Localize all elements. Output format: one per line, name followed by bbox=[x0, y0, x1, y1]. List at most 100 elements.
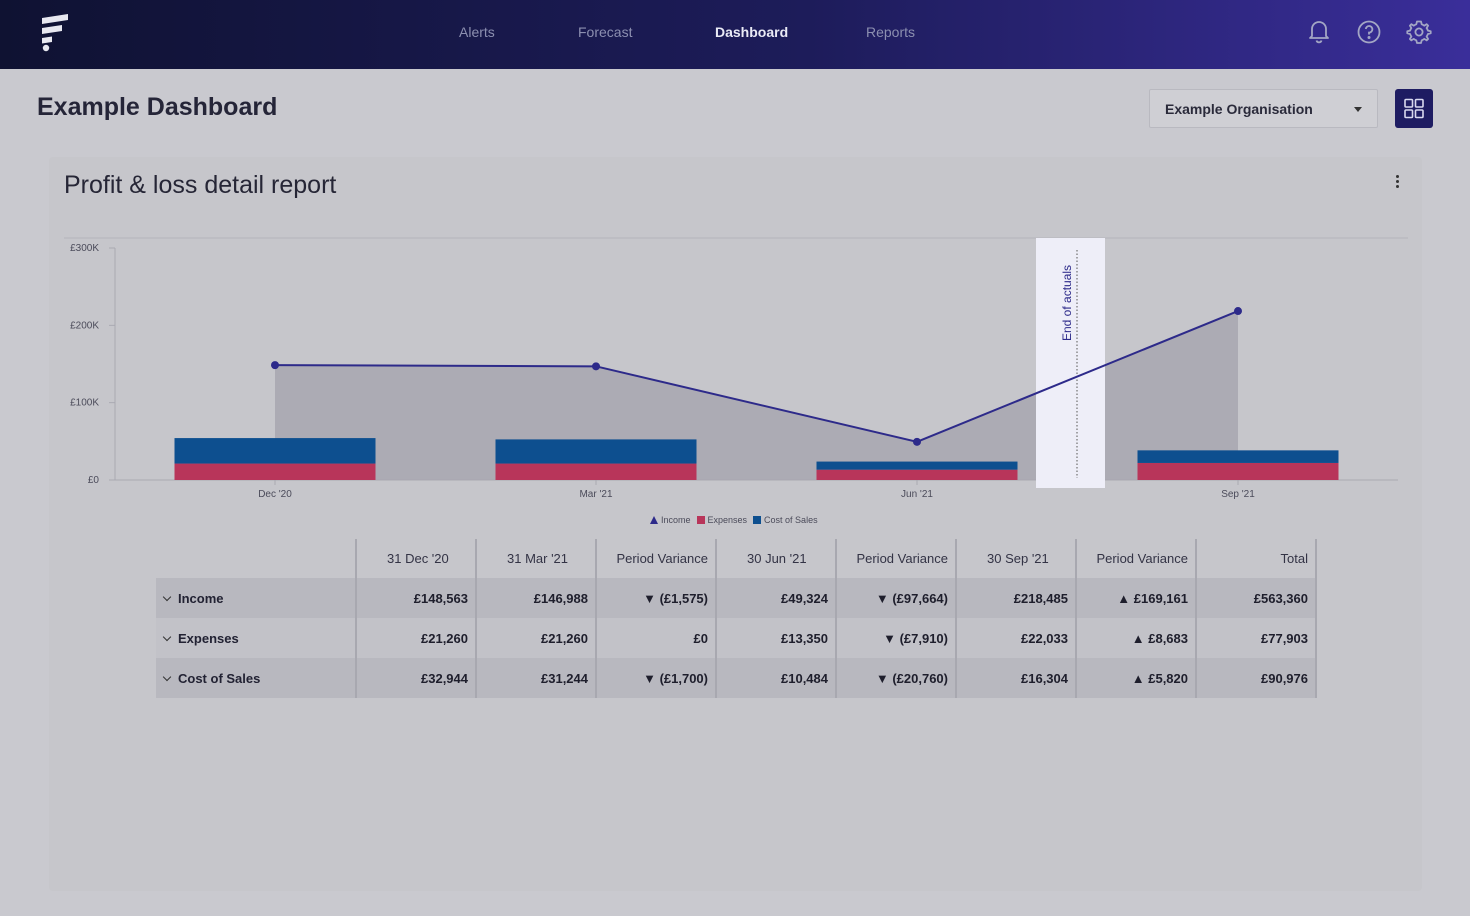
legend-label-income: Income bbox=[661, 515, 691, 525]
end-of-actuals-band bbox=[1036, 238, 1105, 488]
table-cell: £31,244 bbox=[475, 658, 596, 698]
bar-cost-of-sales-2[interactable] bbox=[816, 461, 1018, 470]
gear-icon[interactable] bbox=[1406, 18, 1432, 44]
table-cell: £146,988 bbox=[475, 578, 596, 618]
bar-expenses-1[interactable] bbox=[495, 463, 697, 480]
header-total[interactable]: Total bbox=[1195, 539, 1317, 578]
bar-expenses-2[interactable] bbox=[816, 469, 1018, 480]
bar-expenses-3[interactable] bbox=[1137, 462, 1339, 480]
x-tick-label: Dec '20 bbox=[258, 489, 292, 500]
y-tick-label: £100K bbox=[70, 398, 99, 409]
bell-icon[interactable] bbox=[1306, 18, 1332, 44]
nav-reports[interactable]: Reports bbox=[866, 24, 916, 40]
table-row-expenses[interactable]: Expenses £21,260 £21,260 £0 £13,350 ▼ (£7,910… bbox=[156, 618, 1317, 658]
bar-expenses-0[interactable] bbox=[174, 463, 376, 480]
header-30-sep-21[interactable]: 30 Sep '21 bbox=[955, 539, 1076, 578]
table-cell: £49,324 bbox=[715, 578, 836, 618]
table-cell: £10,484 bbox=[715, 658, 836, 698]
organisation-select-value: Example Organisation bbox=[1165, 101, 1313, 117]
header-31-dec-20[interactable]: 31 Dec '20 bbox=[355, 539, 476, 578]
table-cell: £90,976 bbox=[1195, 658, 1317, 698]
legend-swatch-cost-of-sales bbox=[753, 516, 762, 524]
row-label-cost-of-sales[interactable]: Cost of Sales bbox=[156, 658, 356, 698]
table-cell: ▼ (£7,910) bbox=[835, 618, 956, 658]
table-cell: ▼ (£97,664) bbox=[835, 578, 956, 618]
table-cell: £16,304 bbox=[955, 658, 1076, 698]
x-tick-label: Sep '21 bbox=[1221, 489, 1255, 500]
legend-label-cost-of-sales: Cost of Sales bbox=[764, 515, 818, 525]
page-title: Example Dashboard bbox=[37, 93, 278, 121]
chevron-down-icon[interactable] bbox=[162, 632, 172, 641]
more-options-icon[interactable] bbox=[1391, 173, 1403, 193]
row-label-text: Income bbox=[178, 590, 224, 606]
row-label-income[interactable]: Income bbox=[156, 578, 356, 618]
table-cell: £218,485 bbox=[955, 578, 1076, 618]
nav-forecast[interactable]: Forecast bbox=[578, 24, 633, 40]
income-point-3[interactable] bbox=[1234, 307, 1242, 316]
end-of-actuals-label: End of actuals bbox=[1060, 265, 1074, 341]
income-point-0[interactable] bbox=[271, 361, 279, 370]
card-title: Profit & loss detail report bbox=[64, 171, 337, 199]
table-cell: ▼ (£1,700) bbox=[595, 658, 716, 698]
table-cell: ▲ £8,683 bbox=[1075, 618, 1196, 658]
legend-label-expenses: Expenses bbox=[707, 515, 748, 525]
income-area bbox=[275, 311, 1238, 480]
table-cell: £32,944 bbox=[355, 658, 476, 698]
table-cell: £148,563 bbox=[355, 578, 476, 618]
nav-alerts[interactable]: Alerts bbox=[459, 24, 495, 40]
header-period-variance-1[interactable]: Period Variance bbox=[595, 539, 716, 578]
organisation-select[interactable]: Example Organisation bbox=[1149, 89, 1378, 128]
chevron-down-icon bbox=[1354, 107, 1362, 112]
table-cell: ▼ (£1,575) bbox=[595, 578, 716, 618]
header-31-mar-21[interactable]: 31 Mar '21 bbox=[475, 539, 596, 578]
profit-loss-chart: £0 £100K £200K £300K Dec '20 Mar '21 Jun '21 Se… bbox=[64, 237, 1408, 500]
table-row-cost-of-sales[interactable]: Cost of Sales £32,944 £31,244 ▼ (£1,700) £10… bbox=[156, 658, 1317, 698]
chevron-down-icon[interactable] bbox=[162, 592, 172, 601]
income-point-2[interactable] bbox=[913, 437, 921, 446]
grid-icon bbox=[1404, 98, 1424, 119]
chart-legend: Income Expenses Cost of Sales bbox=[650, 515, 818, 525]
table-cell: £563,360 bbox=[1195, 578, 1317, 618]
table-cell: £13,350 bbox=[715, 618, 836, 658]
bar-cost-of-sales-1[interactable] bbox=[495, 439, 697, 464]
header-period-variance-2[interactable]: Period Variance bbox=[835, 539, 956, 578]
table-cell: ▲ £5,820 bbox=[1075, 658, 1196, 698]
nav-dashboard[interactable]: Dashboard bbox=[715, 24, 789, 40]
y-tick-label: £300K bbox=[70, 243, 99, 254]
table-cell: £0 bbox=[595, 618, 716, 658]
y-tick-label: £0 bbox=[88, 475, 100, 486]
grid-view-button[interactable] bbox=[1395, 89, 1433, 128]
header-30-jun-21[interactable]: 30 Jun '21 bbox=[715, 539, 836, 578]
legend-item-expenses[interactable]: Expenses bbox=[696, 515, 748, 525]
bar-cost-of-sales-3[interactable] bbox=[1137, 450, 1339, 463]
table-cell: ▲ £169,161 bbox=[1075, 578, 1196, 618]
table-cell: £77,903 bbox=[1195, 618, 1317, 658]
profit-loss-card: Profit & loss detail report bbox=[49, 157, 1422, 891]
x-tick-label: Mar '21 bbox=[579, 489, 612, 500]
table-cell: £21,260 bbox=[475, 618, 596, 658]
table-cell: £21,260 bbox=[355, 618, 476, 658]
row-label-expenses[interactable]: Expenses bbox=[156, 618, 356, 658]
table-header-row: 31 Dec '20 31 Mar '21 Period Variance 30… bbox=[156, 539, 1317, 578]
top-navigation: Alerts Forecast Dashboard Reports bbox=[0, 0, 1470, 69]
table-cell: £22,033 bbox=[955, 618, 1076, 658]
income-point-1[interactable] bbox=[592, 362, 600, 371]
header-label bbox=[156, 539, 356, 578]
table-cell: ▼ (£20,760) bbox=[835, 658, 956, 698]
bar-cost-of-sales-0[interactable] bbox=[174, 438, 376, 464]
help-icon[interactable] bbox=[1356, 18, 1382, 44]
row-label-text: Expenses bbox=[178, 630, 239, 646]
profit-loss-table: 31 Dec '20 31 Mar '21 Period Variance 30… bbox=[156, 539, 1317, 698]
triangle-icon bbox=[650, 516, 658, 524]
app-logo-icon[interactable] bbox=[38, 12, 74, 54]
income-line bbox=[274, 310, 1239, 443]
x-tick-label: Jun '21 bbox=[901, 489, 933, 500]
legend-swatch-expenses bbox=[696, 516, 705, 524]
y-tick-label: £200K bbox=[70, 320, 99, 331]
row-label-text: Cost of Sales bbox=[178, 670, 261, 686]
chevron-down-icon[interactable] bbox=[162, 672, 172, 681]
table-row-income[interactable]: Income £148,563 £146,988 ▼ (£1,575) £49,324 ▼… bbox=[156, 578, 1317, 618]
header-period-variance-3[interactable]: Period Variance bbox=[1075, 539, 1196, 578]
legend-item-income[interactable]: Income bbox=[650, 515, 691, 525]
legend-item-cost-of-sales[interactable]: Cost of Sales bbox=[753, 515, 818, 525]
